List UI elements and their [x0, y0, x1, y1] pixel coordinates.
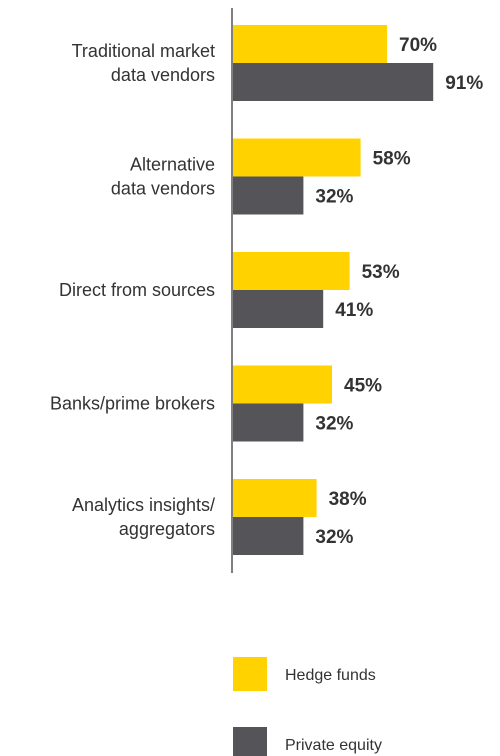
data-label-private-equity-banks-prime-brokers: 32% [315, 414, 353, 435]
legend-label-hedge-funds: Hedge funds [285, 667, 376, 684]
category-label: Analytics insights/aggregators [72, 495, 215, 539]
data-label-hedge-funds-alternative-data-vendors: 58% [373, 149, 411, 170]
bars-layer [231, 8, 434, 573]
bar-hedge-funds-traditional-market-data-vendors [233, 25, 387, 63]
bar-private-equity-direct-from-sources [233, 290, 324, 328]
bar-private-equity-alternative-data-vendors [233, 176, 304, 215]
data-label-hedge-funds-analytics-insights-aggregators: 38% [329, 489, 367, 510]
legend-label-private-equity: Private equity [285, 737, 382, 754]
data-label-private-equity-alternative-data-vendors: 32% [315, 187, 353, 208]
data-label-private-equity-analytics-insights-aggregators: 32% [315, 527, 353, 548]
legend-swatch-hedge-funds [233, 657, 267, 691]
bar-private-equity-banks-prime-brokers [233, 403, 304, 442]
bar-hedge-funds-banks-prime-brokers [233, 365, 332, 404]
labels-layer: Traditional market data vendors 70% 91% Alte… [50, 35, 483, 548]
bar-hedge-funds-analytics-insights-aggregators [233, 479, 317, 517]
bar-private-equity-traditional-market-data-vendors [233, 63, 434, 101]
data-label-hedge-funds-traditional-market-data-vendors: 70% [399, 35, 437, 56]
category-label: Alternative data vendors [111, 155, 215, 199]
bar-private-equity-analytics-insights-aggregators [233, 517, 304, 555]
category-label: Direct from sources [59, 280, 215, 300]
data-label-hedge-funds-direct-from-sources: 53% [362, 262, 400, 283]
data-label-hedge-funds-banks-prime-brokers: 45% [344, 376, 382, 397]
data-label-private-equity-direct-from-sources: 41% [335, 300, 373, 321]
bar-hedge-funds-direct-from-sources [233, 252, 350, 290]
data-label-private-equity-traditional-market-data-vendors: 91% [445, 73, 483, 94]
legend: Hedge funds Private equity [233, 657, 382, 756]
bar-hedge-funds-alternative-data-vendors [233, 138, 361, 177]
legend-swatch-private-equity [233, 727, 267, 756]
category-label: Banks/prime brokers [50, 394, 215, 414]
category-label: Traditional market data vendors [72, 41, 215, 85]
